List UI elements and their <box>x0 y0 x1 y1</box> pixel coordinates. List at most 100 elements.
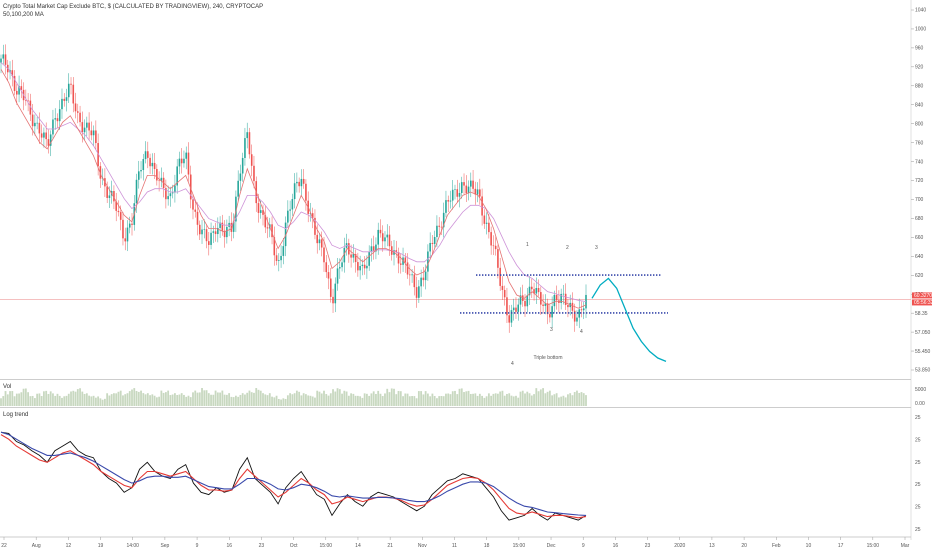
volume-bar <box>235 395 237 406</box>
trend-axis-label: 25 <box>915 460 921 466</box>
volume-bar <box>33 398 36 406</box>
candle-body <box>81 122 84 133</box>
volume-bar <box>456 394 459 406</box>
candle-body <box>221 222 224 231</box>
volume-bar <box>259 390 262 406</box>
volume-bar <box>58 395 61 406</box>
candle-body <box>472 180 474 189</box>
volume-bar <box>431 393 434 406</box>
volume-bar <box>47 393 50 406</box>
candle-body <box>372 246 375 252</box>
volume-bar <box>320 393 323 406</box>
candle-body <box>494 245 497 250</box>
volume-bar <box>585 395 587 406</box>
candle-body <box>535 288 538 294</box>
candle-body <box>465 185 468 194</box>
candle-body <box>88 122 90 131</box>
candle-body <box>571 302 574 311</box>
volume-bar <box>494 393 497 406</box>
price-axis-label: 700 <box>915 197 924 203</box>
candle-body <box>524 300 526 307</box>
price-axis-label: 800 <box>915 121 924 127</box>
volume-bar <box>487 393 490 406</box>
candle-body <box>90 130 93 136</box>
candle-body <box>25 100 27 101</box>
volume-bar <box>169 395 172 406</box>
candle-body <box>564 293 567 305</box>
volume-bar <box>573 392 576 406</box>
price-badge <box>912 292 932 299</box>
volume-bar <box>45 390 48 406</box>
volume-bar <box>311 396 314 406</box>
time-axis-label: 11 <box>452 543 457 549</box>
volume-bar <box>386 388 389 406</box>
candle-body <box>106 186 108 198</box>
volume-bar <box>155 397 158 406</box>
trend-axis-label: 25 <box>915 527 921 533</box>
volume-bar <box>67 393 70 406</box>
candle-body <box>58 109 61 122</box>
candle-body <box>582 308 585 311</box>
volume-bar <box>302 393 305 406</box>
candle-body <box>192 199 194 210</box>
candle-body <box>117 210 120 213</box>
candle-body <box>490 232 492 246</box>
volume-bar <box>63 396 66 406</box>
candle-body <box>442 212 445 228</box>
candle-body <box>381 233 384 242</box>
candle-body <box>65 97 68 101</box>
volume-bar <box>266 395 269 406</box>
time-axis-label: 15:00 <box>867 543 880 549</box>
volume-bar <box>70 391 72 406</box>
volume-bar <box>151 394 154 406</box>
volume-bar <box>542 388 544 406</box>
volume-bar <box>76 389 79 406</box>
volume-bar <box>384 393 386 406</box>
candles-group <box>0 44 587 333</box>
candle-body <box>171 192 174 194</box>
volume-bar <box>463 392 465 406</box>
price-axis-label: 960 <box>915 46 924 52</box>
candle-body <box>474 188 477 195</box>
candle-body <box>230 222 233 232</box>
volume-bar <box>142 393 145 406</box>
volume-bar <box>295 390 298 406</box>
candle-body <box>99 166 102 179</box>
price-axis-label: 1040 <box>915 8 926 14</box>
candle-body <box>108 195 111 198</box>
time-badge-label: 05:56:32 <box>914 300 932 306</box>
volume-bar <box>187 395 190 406</box>
volume-pane-title[interactable]: Vol <box>3 384 12 390</box>
candle-body <box>178 158 181 167</box>
volume-bar <box>481 395 484 406</box>
candle-body <box>70 83 72 85</box>
candle-body <box>124 238 127 242</box>
volume-bar <box>94 397 97 406</box>
volume-bar <box>284 398 287 406</box>
volume-bar <box>469 393 472 406</box>
volume-bar <box>366 393 368 406</box>
candle-body <box>427 251 429 272</box>
candle-body <box>375 244 377 252</box>
candle-body <box>246 132 248 139</box>
volume-bar <box>257 389 260 406</box>
volume-axis-label: 0.00 <box>915 401 925 407</box>
volume-bar <box>88 395 90 406</box>
candle-body <box>153 162 156 169</box>
trend-pane-title[interactable]: Log trend <box>3 412 29 418</box>
volume-bar <box>447 393 450 406</box>
volume-bars-group <box>0 388 587 406</box>
time-axis-label: 22 <box>1 543 7 549</box>
candle-body <box>329 278 332 297</box>
volume-bar <box>332 389 334 406</box>
candle-body <box>553 294 556 307</box>
candle-body <box>501 285 504 290</box>
volume-bar <box>300 395 303 406</box>
volume-bar <box>83 393 86 406</box>
ma-indicator-label[interactable]: 50,100,200 MA <box>3 12 44 18</box>
candle-body <box>298 181 300 187</box>
candle-body <box>217 227 219 235</box>
volume-bar <box>128 391 131 406</box>
